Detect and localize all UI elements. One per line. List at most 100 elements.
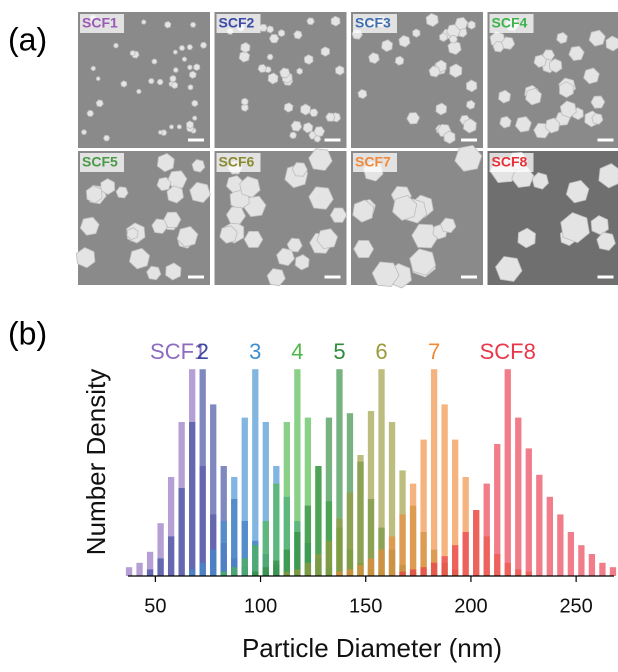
bar bbox=[252, 545, 258, 576]
particle bbox=[81, 130, 86, 135]
bar bbox=[431, 369, 437, 576]
bar bbox=[463, 532, 469, 576]
bar bbox=[473, 510, 479, 576]
bar bbox=[505, 369, 511, 576]
bar bbox=[441, 404, 447, 576]
bar bbox=[231, 567, 237, 576]
bar bbox=[578, 545, 584, 576]
particle bbox=[121, 81, 127, 87]
particle bbox=[304, 55, 313, 65]
bar bbox=[610, 567, 616, 576]
sem-image: SCF1 bbox=[78, 12, 210, 148]
bar bbox=[347, 492, 353, 576]
bar bbox=[420, 440, 426, 576]
particle bbox=[278, 30, 284, 37]
bar bbox=[263, 567, 269, 576]
bar bbox=[189, 569, 195, 576]
particle bbox=[310, 109, 318, 117]
x-tick-label: 150 bbox=[349, 595, 382, 617]
bar bbox=[389, 536, 395, 576]
particle bbox=[241, 43, 250, 53]
bar bbox=[210, 550, 216, 576]
image-label: SCF8 bbox=[492, 154, 528, 170]
particle bbox=[314, 136, 321, 143]
particle bbox=[326, 113, 335, 121]
bar bbox=[410, 569, 416, 576]
bar bbox=[357, 455, 363, 576]
bar bbox=[168, 536, 174, 576]
particle bbox=[189, 71, 196, 78]
particle bbox=[173, 50, 177, 54]
bar bbox=[368, 558, 374, 576]
particle bbox=[91, 66, 95, 71]
particle bbox=[172, 82, 178, 89]
particle bbox=[177, 125, 181, 130]
particle bbox=[466, 80, 476, 92]
x-tick-label: 100 bbox=[244, 595, 277, 617]
particle bbox=[301, 104, 311, 115]
bar bbox=[126, 567, 132, 576]
particle bbox=[331, 16, 340, 26]
series-label: 3 bbox=[249, 339, 261, 364]
particle bbox=[444, 131, 455, 144]
bar bbox=[536, 475, 542, 576]
particle bbox=[157, 79, 163, 84]
bar bbox=[399, 514, 405, 576]
bar bbox=[242, 418, 248, 576]
bar bbox=[399, 572, 405, 576]
image-label: SCF6 bbox=[219, 154, 255, 170]
bar bbox=[252, 572, 258, 576]
x-tick-label: 50 bbox=[144, 595, 166, 617]
bar bbox=[368, 411, 374, 576]
particle bbox=[148, 79, 154, 84]
series-label: 7 bbox=[428, 339, 440, 364]
bar bbox=[410, 484, 416, 576]
particle bbox=[336, 66, 345, 75]
particle bbox=[258, 64, 267, 72]
particle bbox=[179, 46, 185, 51]
particle bbox=[187, 121, 194, 129]
series-label: 4 bbox=[291, 339, 303, 364]
series-label: 5 bbox=[333, 339, 345, 364]
particle bbox=[330, 208, 346, 222]
particle bbox=[260, 24, 268, 31]
sem-image: SCF7 bbox=[351, 145, 483, 288]
bar bbox=[336, 572, 342, 576]
bar bbox=[221, 572, 227, 576]
bar bbox=[200, 563, 206, 576]
bar bbox=[326, 541, 332, 576]
bar bbox=[136, 563, 142, 576]
bar bbox=[147, 569, 153, 576]
image-label: SCF3 bbox=[355, 15, 391, 31]
particle bbox=[307, 18, 315, 25]
bar bbox=[242, 558, 248, 576]
particle bbox=[158, 130, 162, 134]
particle bbox=[188, 85, 193, 90]
bar bbox=[378, 550, 384, 576]
sem-image: SCF5 bbox=[76, 151, 210, 285]
particle bbox=[269, 35, 278, 43]
image-label: SCF4 bbox=[492, 15, 528, 31]
bar bbox=[515, 418, 521, 576]
bar bbox=[157, 558, 163, 576]
sem-image: SCF8 bbox=[488, 151, 618, 285]
sem-image: SCF3 bbox=[351, 12, 483, 148]
particle bbox=[130, 50, 135, 56]
bar bbox=[200, 369, 206, 576]
particle bbox=[192, 116, 197, 120]
particle bbox=[450, 64, 462, 78]
particle bbox=[104, 135, 110, 141]
sem-image: SCF2 bbox=[215, 12, 347, 148]
bar bbox=[294, 569, 300, 576]
particle bbox=[200, 42, 206, 48]
series-label: SCF8 bbox=[480, 339, 536, 364]
sem-image: SCF6 bbox=[215, 149, 347, 286]
particle bbox=[152, 59, 157, 64]
particle bbox=[188, 65, 193, 70]
bar bbox=[557, 514, 563, 576]
particle bbox=[182, 57, 187, 62]
panel-label: (a) bbox=[8, 21, 47, 57]
particle bbox=[284, 103, 293, 112]
particle bbox=[449, 35, 457, 43]
